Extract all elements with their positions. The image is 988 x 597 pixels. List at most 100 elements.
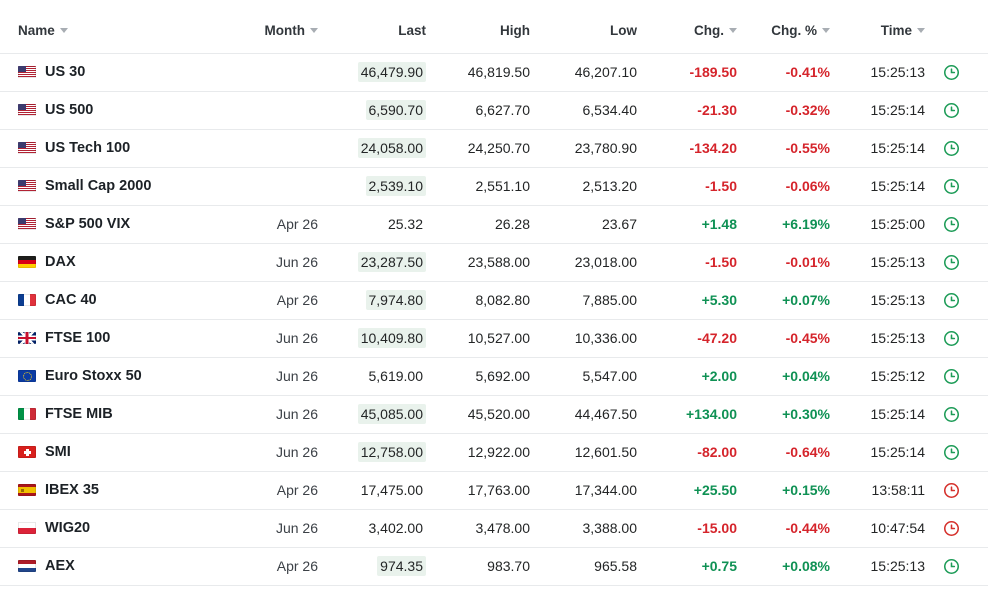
table-row[interactable]: US 30 46,479.90 46,819.50 46,207.10 -189.50-…	[0, 52, 988, 91]
column-header-high[interactable]: High	[432, 0, 536, 53]
chg-cell: -21.30	[643, 90, 743, 129]
sort-arrow-icon	[729, 28, 737, 34]
table-row[interactable]: FTSE 100 Jun 26 10,409.80 10,527.00 10,336.0…	[0, 318, 988, 357]
sort-arrow-icon	[917, 28, 925, 34]
column-header-last[interactable]: Last	[324, 0, 432, 53]
table-row[interactable]: FTSE MIB Jun 26 45,085.00 45,520.00 44,467.5…	[0, 394, 988, 433]
clock-cell	[931, 508, 988, 547]
month-cell: Jun 26	[252, 432, 324, 471]
table-row[interactable]: CAC 40 Apr 26 7,974.80 8,082.80 7,885.00 +5.3…	[0, 280, 988, 319]
last-value: 17,475.00	[360, 482, 423, 498]
table-row[interactable]: WIG20 Jun 26 3,402.00 3,478.00 3,388.00 -15.0…	[0, 508, 988, 547]
table-row[interactable]: S&P 500 VIX Apr 26 25.32 26.28 23.67 +1.48 +6.…	[0, 204, 988, 243]
flag-icon-eu	[18, 370, 36, 382]
last-value: 25.32	[387, 216, 423, 232]
table-row[interactable]: AEX Apr 26 974.35 983.70 965.58 +0.75 +0.08% 15…	[0, 546, 988, 586]
clock-icon	[943, 330, 960, 346]
instrument-cell: FTSE MIB	[0, 394, 252, 433]
clock-icon	[943, 406, 960, 422]
chg-cell: +5.30	[643, 280, 743, 319]
time-cell: 15:25:12	[836, 356, 931, 395]
last-value: 2,539.10	[365, 176, 426, 196]
table-row[interactable]: US 500 6,590.70 6,627.70 6,534.40 -21.30 -0.3…	[0, 90, 988, 129]
instrument-name[interactable]: CAC 40	[45, 292, 97, 308]
clock-cell	[931, 242, 988, 281]
month-cell: Apr 26	[252, 470, 324, 509]
column-header-name[interactable]: Name	[0, 0, 252, 53]
month-cell: Jun 26	[252, 508, 324, 547]
last-value: 6,590.70	[365, 100, 426, 120]
table-row[interactable]: US Tech 100 24,058.00 24,250.70 23,780.90 -1…	[0, 128, 988, 167]
table-row[interactable]: Small Cap 2000 2,539.10 2,551.10 2,513.20 -1…	[0, 166, 988, 205]
instrument-name[interactable]: IBEX 35	[45, 482, 99, 498]
last-cell: 6,590.70	[324, 90, 432, 129]
flag-icon-gb	[18, 332, 36, 344]
table-row[interactable]: SMI Jun 26 12,758.00 12,922.00 12,601.50 -82.…	[0, 432, 988, 471]
last-value: 23,287.50	[357, 252, 426, 272]
chg-cell: +0.75	[643, 546, 743, 586]
time-cell: 15:25:13	[836, 546, 931, 586]
instrument-name[interactable]: SMI	[45, 444, 71, 460]
clock-icon	[943, 140, 960, 156]
instrument-name[interactable]: US 500	[45, 102, 94, 118]
instrument-name[interactable]: WIG20	[45, 520, 91, 536]
month-cell: Apr 26	[252, 204, 324, 243]
last-value: 46,479.90	[357, 62, 426, 82]
instrument-cell: Small Cap 2000	[0, 166, 252, 205]
table-row[interactable]: Euro Stoxx 50 Jun 26 5,619.00 5,692.00 5,547…	[0, 356, 988, 395]
low-cell: 46,207.10	[536, 52, 643, 91]
instrument-name[interactable]: Euro Stoxx 50	[45, 368, 142, 384]
clock-icon	[943, 444, 960, 460]
month-cell	[252, 128, 324, 167]
instrument-cell: US 500	[0, 90, 252, 129]
flag-icon-es	[18, 484, 36, 496]
chg-pct-cell: +0.30%	[743, 394, 836, 433]
chg-pct-cell: -0.32%	[743, 90, 836, 129]
flag-icon-us	[18, 142, 36, 154]
instrument-name[interactable]: FTSE 100	[45, 330, 111, 346]
table-row[interactable]: DAX Jun 26 23,287.50 23,588.00 23,018.00 -1.5…	[0, 242, 988, 281]
flag-icon-nl	[18, 560, 36, 572]
clock-icon	[943, 292, 960, 308]
table-row[interactable]: IBEX 35 Apr 26 17,475.00 17,763.00 17,344.00…	[0, 470, 988, 509]
last-value: 5,619.00	[368, 368, 424, 384]
clock-icon	[943, 482, 960, 498]
column-header-month[interactable]: Month	[252, 0, 324, 53]
last-cell: 24,058.00	[324, 128, 432, 167]
time-cell: 15:25:13	[836, 52, 931, 91]
instrument-name[interactable]: DAX	[45, 254, 76, 270]
clock-icon	[943, 254, 960, 270]
instrument-name[interactable]: AEX	[45, 558, 75, 574]
last-value: 3,402.00	[368, 520, 424, 536]
column-header-chg_pct[interactable]: Chg. %	[743, 0, 836, 53]
chg-cell: -15.00	[643, 508, 743, 547]
instrument-name[interactable]: US 30	[45, 64, 86, 80]
clock-cell	[931, 470, 988, 509]
chg-pct-cell: +0.04%	[743, 356, 836, 395]
time-cell: 10:47:54	[836, 508, 931, 547]
low-cell: 23.67	[536, 204, 643, 243]
flag-icon-pl	[18, 522, 36, 534]
clock-cell	[931, 52, 988, 91]
instrument-name[interactable]: US Tech 100	[45, 140, 131, 156]
column-header-chg[interactable]: Chg.	[643, 0, 743, 53]
month-cell: Apr 26	[252, 546, 324, 586]
time-cell: 15:25:14	[836, 90, 931, 129]
chg-pct-cell: +6.19%	[743, 204, 836, 243]
high-cell: 46,819.50	[432, 52, 536, 91]
time-cell: 15:25:13	[836, 280, 931, 319]
instrument-name[interactable]: FTSE MIB	[45, 406, 113, 422]
high-cell: 6,627.70	[432, 90, 536, 129]
column-header-low[interactable]: Low	[536, 0, 643, 53]
chg-pct-cell: -0.41%	[743, 52, 836, 91]
column-header-time[interactable]: Time	[836, 0, 931, 53]
instrument-name[interactable]: S&P 500 VIX	[45, 216, 131, 232]
instrument-name[interactable]: Small Cap 2000	[45, 178, 152, 194]
chg-cell: -189.50	[643, 52, 743, 91]
time-cell: 15:25:13	[836, 242, 931, 281]
clock-icon	[943, 102, 960, 118]
high-cell: 3,478.00	[432, 508, 536, 547]
time-cell: 15:25:14	[836, 394, 931, 433]
last-value: 24,058.00	[357, 138, 426, 158]
